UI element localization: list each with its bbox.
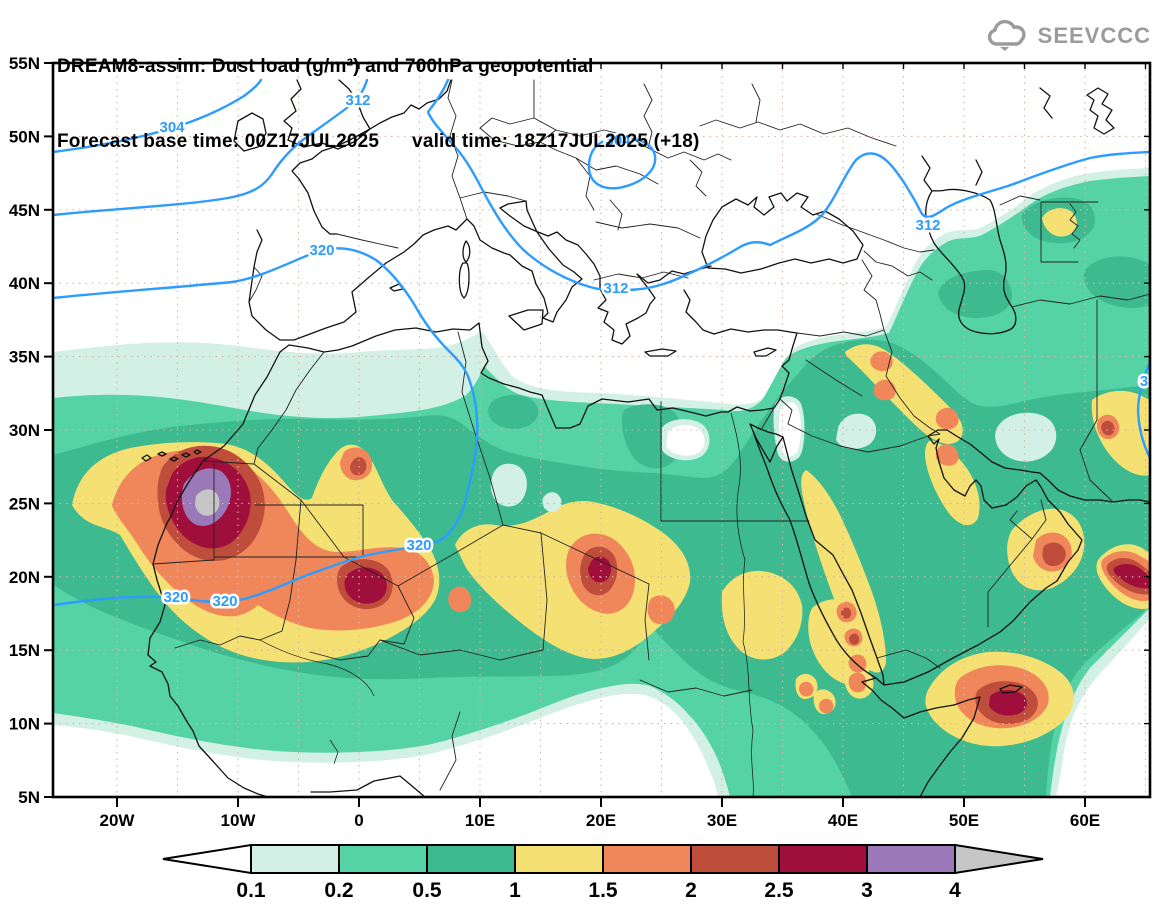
lon-axis-label: 20E [586, 811, 616, 830]
colorbar-segment [866, 844, 956, 874]
lat-axis-label: 25N [9, 494, 40, 513]
logo-text: SEEVCCC [1037, 23, 1151, 48]
lon-axis-label: 30E [707, 811, 737, 830]
lat-axis-label: 20N [9, 568, 40, 587]
lat-axis-label: 50N [9, 127, 40, 146]
contour-label: 312 [603, 280, 628, 297]
colorbar-label: 2.5 [764, 879, 794, 902]
dust-hole-white [666, 402, 801, 457]
colorbar-label: 3 [861, 879, 873, 902]
contour-label: 312 [915, 217, 940, 234]
colorbar-segment [602, 844, 692, 874]
colorbar-label: 0.5 [412, 879, 442, 902]
contour-304-west [51, 78, 263, 154]
colorbar-label: 2 [685, 879, 697, 902]
contour-label: 320 [406, 537, 431, 554]
lat-axis-label: 35N [9, 348, 40, 367]
country-borders [152, 79, 1151, 791]
lat-axis-label: 15N [9, 641, 40, 660]
coast-black-sea [701, 192, 864, 274]
coast-caspian [921, 87, 1115, 335]
colorbar-over-arrow [954, 843, 1044, 875]
lon-axis-label: 20W [100, 811, 136, 830]
colorbar-label: 4 [949, 879, 961, 902]
lon-axis-label: 10E [465, 811, 495, 830]
contour-labels: 304 312 304 320 312 312 320 320 320 3 [157, 90, 1151, 613]
contour-label: 304 [605, 132, 631, 149]
dust-level-2.5 [165, 456, 1151, 716]
map-header: DREAM8-assim: Dust load (g/m²) and 700hP… [57, 4, 700, 204]
contour-label: 304 [159, 119, 185, 136]
borders-middle-east [761, 195, 1151, 669]
geopotential-contours [51, 78, 1152, 607]
coast-horn-of-africa [861, 677, 1023, 798]
colorbar-segment [778, 844, 868, 874]
lon-axis-label: 10W [221, 811, 257, 830]
colorbar-label: 0.1 [236, 879, 266, 902]
colorbar-label: 1 [509, 879, 521, 902]
contour-label: 320 [163, 589, 188, 606]
lat-axis-label: 40N [9, 274, 40, 293]
contour-label: 320 [212, 593, 237, 610]
colorbar: 0.1 0.2 0.5 1 1.5 2 2.5 3 4 [162, 843, 1044, 902]
lat-axis-label: 55N [9, 54, 40, 73]
axis-ticks-and-labels: 55N 50N 45N 40N 35N 30N 25N 20N 15N 10N 5N 20W 10W 0 1… [9, 54, 1150, 830]
colorbar-under-arrow [162, 843, 252, 875]
contour-label: 312 [345, 92, 370, 109]
dust-level-4 [195, 489, 220, 516]
lat-axis-label: 45N [9, 201, 40, 220]
coastlines [141, 79, 1151, 798]
colorbar-segment [250, 844, 340, 874]
map-title: DREAM8-assim: Dust load (g/m²) and 700hP… [57, 56, 594, 77]
forecast-subtitle: Forecast base time: 00Z17JUL2025 valid t… [57, 131, 700, 152]
colorbar-label: 1.5 [588, 879, 618, 902]
colorbar-segment [690, 844, 780, 874]
lat-axis-label: 5N [18, 788, 40, 807]
seevccc-logo: SEEVCCC [986, 18, 1151, 54]
dust-field-layers [53, 168, 1151, 797]
contour-312-northwest [51, 78, 369, 217]
colorbar-segment [338, 844, 428, 874]
lon-axis-label: 40E [828, 811, 858, 830]
lat-axis-label: 30N [9, 421, 40, 440]
coast-uk-ireland [233, 79, 452, 235]
contour-label: 320 [309, 242, 334, 259]
dust-level-0.5 [488, 197, 1150, 469]
dust-level-1.5 [112, 351, 1150, 729]
contour-312-main [426, 78, 1152, 291]
coast-red-sea-arabia [749, 423, 1151, 686]
coast-islands [141, 240, 777, 462]
contour-right-edge [1136, 360, 1152, 460]
contour-304-loop [587, 137, 657, 190]
rivers [259, 412, 754, 798]
colorbar-segment [514, 844, 604, 874]
colorbar-label: 0.2 [324, 879, 353, 902]
graticule [53, 63, 1150, 797]
lon-axis-label: 0 [354, 811, 363, 830]
contour-320-main [51, 247, 479, 607]
coast-africa-levant [147, 289, 798, 798]
lon-axis-label: 60E [1070, 811, 1100, 830]
contour-label: 3 [1140, 373, 1148, 390]
cloud-icon [987, 19, 1026, 51]
lon-axis-label: 50E [949, 811, 979, 830]
colorbar-segment [426, 844, 516, 874]
coast-south-europe [248, 200, 712, 345]
lat-axis-label: 10N [9, 715, 40, 734]
